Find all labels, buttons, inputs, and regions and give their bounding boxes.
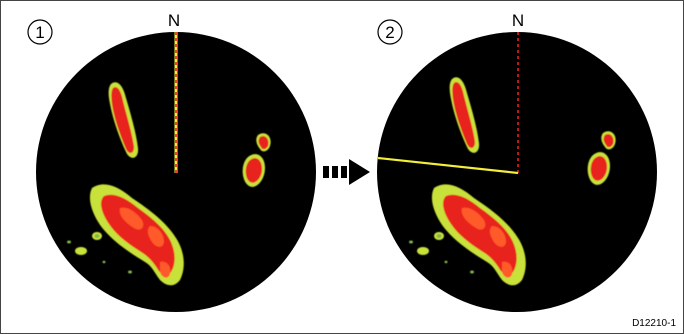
north-label-2: N <box>512 11 524 30</box>
radar-panel-1: 1 N <box>27 11 316 312</box>
radar-clutter <box>67 232 132 274</box>
figure-id: D12210-1 <box>632 318 676 329</box>
heading-line <box>377 156 519 175</box>
step-marker-1 <box>27 19 53 45</box>
step-number-1: 1 <box>35 23 44 42</box>
radar-target-vessel <box>587 131 616 185</box>
radar-panel-2: 2 N <box>377 11 657 312</box>
radar-target-vessel <box>242 133 271 187</box>
dashed-right-arrow-icon <box>323 159 370 185</box>
radar-clutter <box>409 232 474 274</box>
radar-target-coastline <box>89 184 184 286</box>
radar-target-coastline <box>431 184 526 286</box>
radar-target-island <box>449 77 480 153</box>
step-marker-2 <box>377 19 403 45</box>
step-number-2: 2 <box>385 23 394 42</box>
north-label-1: N <box>168 11 180 30</box>
radar-target-island <box>108 82 139 158</box>
